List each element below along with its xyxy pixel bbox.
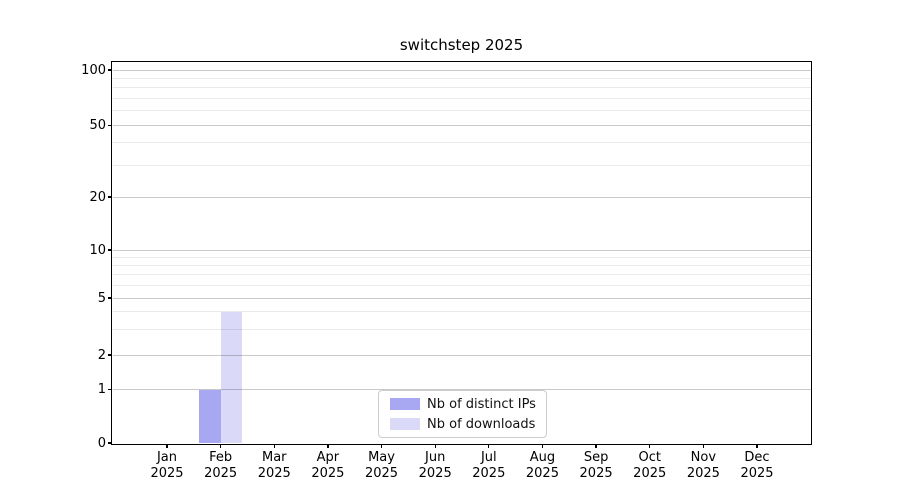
x-tick-label-jan: Jan 2025	[135, 450, 199, 483]
gridline-major-2	[112, 354, 811, 356]
x-tick-label-month: Dec	[744, 449, 770, 465]
gridline-major-20	[112, 196, 811, 198]
x-tick-mar	[273, 443, 275, 449]
bar-nb-of-distinct-ips-feb	[199, 389, 221, 443]
x-tick-label-aug: Aug 2025	[510, 450, 574, 483]
x-tick-label-year: 2025	[525, 466, 559, 481]
gridline-minor-30	[112, 164, 811, 166]
gridline-major-5	[112, 297, 811, 299]
y-tick-20	[107, 196, 112, 198]
y-tick-label-0: 0	[97, 435, 106, 451]
bar-nb-of-downloads-feb	[220, 311, 243, 443]
y-tick-0	[107, 442, 112, 444]
y-tick-label-10: 10	[89, 242, 106, 258]
y-tick-label-20: 20	[89, 189, 106, 205]
x-tick-label-year: 2025	[579, 466, 613, 481]
gridline-minor-8	[112, 264, 811, 266]
x-tick-label-month: Mar	[262, 449, 287, 465]
x-tick-jan	[166, 443, 168, 449]
x-tick-dec	[756, 443, 758, 449]
x-tick-label-month: Sep	[583, 449, 609, 465]
legend-swatch	[390, 417, 420, 431]
gridline-minor-3	[112, 329, 811, 331]
gridline-major-100	[112, 69, 811, 71]
x-tick-label-month: Apr	[316, 449, 340, 465]
x-tick-apr	[327, 443, 329, 449]
x-tick-label-year: 2025	[257, 466, 291, 481]
y-tick-2	[107, 354, 112, 356]
gridline-minor-90	[112, 77, 811, 79]
chart-title: switchstep 2025	[399, 36, 524, 54]
x-tick-label-year: 2025	[150, 466, 184, 481]
legend-label: Nb of distinct IPs	[427, 396, 536, 412]
legend-entry: Nb of distinct IPs	[390, 397, 536, 412]
x-tick-label-month: Jan	[156, 449, 178, 465]
gridline-major-1	[112, 389, 811, 390]
x-tick-label-year: 2025	[472, 466, 506, 481]
y-tick-50	[107, 124, 112, 127]
gridline-minor-6	[112, 284, 811, 286]
y-tick-label-1: 1	[97, 382, 106, 397]
y-tick-1	[107, 388, 112, 391]
x-tick-aug	[541, 443, 544, 449]
x-tick-label-month: Aug	[529, 449, 556, 465]
x-tick-label-month: Nov	[690, 449, 717, 465]
x-tick-label-nov: Nov 2025	[671, 450, 735, 483]
gridline-minor-4	[112, 311, 811, 313]
legend-entry: Nb of downloads	[390, 417, 536, 432]
x-tick-jul	[488, 443, 490, 449]
x-tick-nov	[702, 443, 704, 449]
x-tick-label-sep: Sep 2025	[564, 450, 628, 483]
x-tick-label-month: Jul	[480, 449, 497, 465]
x-tick-label-year: 2025	[204, 466, 238, 481]
x-tick-label-dec: Dec 2025	[725, 450, 789, 483]
plot-area	[111, 60, 812, 445]
y-tick-label-100: 100	[81, 62, 106, 78]
x-tick-label-year: 2025	[740, 466, 774, 481]
gridline-minor-80	[112, 87, 811, 89]
x-tick-label-year: 2025	[311, 466, 345, 481]
x-tick-label-jul: Jul 2025	[457, 450, 521, 483]
x-tick-label-mar: Mar 2025	[242, 450, 306, 483]
legend-label: Nb of downloads	[427, 416, 536, 432]
gridline-minor-9	[112, 256, 811, 258]
legend-swatch	[390, 397, 420, 411]
y-tick-5	[107, 297, 112, 299]
x-tick-label-may: May 2025	[350, 450, 414, 483]
x-tick-label-month: Jun	[425, 449, 446, 465]
gridline-minor-70	[112, 98, 811, 100]
y-tick-10	[107, 249, 112, 251]
gridline-minor-40	[112, 142, 811, 144]
y-tick-100	[107, 69, 112, 71]
x-tick-label-month: May	[368, 449, 395, 465]
x-tick-label-feb: Feb 2025	[189, 450, 253, 483]
y-tick-label-5: 5	[97, 290, 106, 306]
x-tick-label-apr: Apr 2025	[296, 450, 360, 483]
gridline-major-50	[112, 125, 811, 126]
y-tick-label-50: 50	[89, 118, 106, 133]
x-tick-may	[380, 443, 383, 449]
x-tick-label-oct: Oct 2025	[618, 450, 682, 483]
gridline-minor-60	[112, 110, 811, 112]
legend: Nb of distinct IPs Nb of downloads	[378, 390, 547, 438]
x-tick-jun	[434, 443, 436, 449]
x-tick-oct	[649, 443, 651, 449]
gridline-minor-7	[112, 274, 811, 276]
x-tick-label-jun: Jun 2025	[403, 450, 467, 483]
y-tick-label-2: 2	[97, 347, 106, 363]
x-tick-label-month: Oct	[638, 449, 661, 465]
x-tick-label-year: 2025	[686, 466, 720, 481]
x-tick-label-year: 2025	[418, 466, 452, 481]
x-tick-label-year: 2025	[364, 466, 399, 481]
x-tick-sep	[595, 443, 597, 449]
x-tick-feb	[219, 443, 222, 449]
x-tick-label-month: Feb	[209, 449, 233, 465]
x-tick-label-year: 2025	[633, 466, 667, 481]
gridline-major-10	[112, 249, 811, 251]
